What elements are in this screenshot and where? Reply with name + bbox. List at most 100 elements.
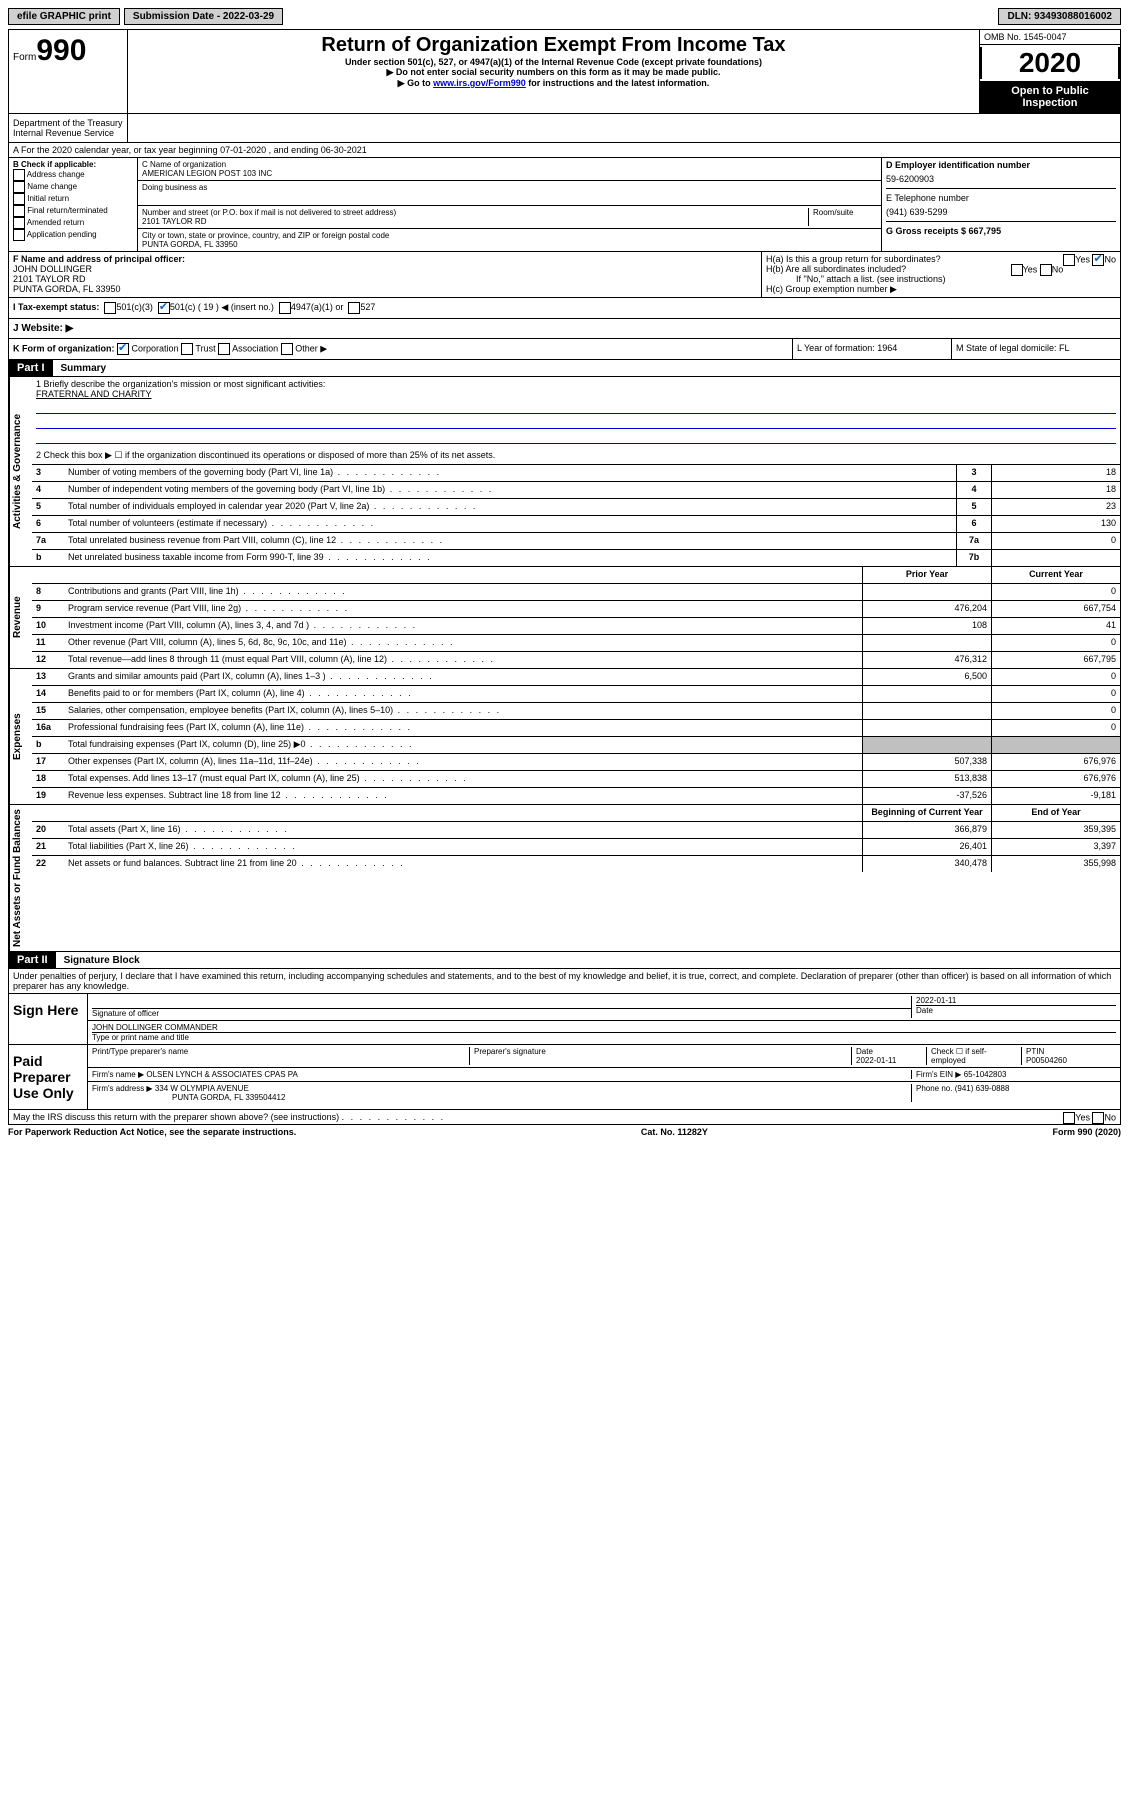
form-header: Form990 Return of Organization Exempt Fr… (8, 29, 1121, 114)
sign-here-label: Sign Here (9, 994, 88, 1044)
cb-initial[interactable]: Initial return (13, 193, 133, 205)
dept-treasury: Department of the Treasury Internal Reve… (9, 114, 128, 142)
section-j: J Website: ▶ (8, 319, 1121, 339)
mission-text: FRATERNAL AND CHARITY (36, 389, 1116, 399)
part2-badge: Part II (9, 952, 56, 968)
line-22: 22 Net assets or fund balances. Subtract… (32, 856, 1120, 872)
line-17: 17 Other expenses (Part IX, column (A), … (32, 754, 1120, 771)
line-3: 3 Number of voting members of the govern… (32, 465, 1120, 482)
header-right: OMB No. 1545-0047 2020 Open to Public In… (979, 30, 1120, 113)
line2: 2 Check this box ▶ ☐ if the organization… (32, 448, 1120, 465)
info-grid: B Check if applicable: Address change Na… (8, 158, 1121, 252)
line1: 1 Briefly describe the organization's mi… (32, 377, 1120, 448)
section-a: A For the 2020 calendar year, or tax yea… (8, 143, 1121, 158)
section-m: M State of legal domicile: FL (951, 339, 1120, 359)
section-k-l-m: K Form of organization: Corporation Trus… (8, 339, 1121, 360)
line-10: 10 Investment income (Part VIII, column … (32, 618, 1120, 635)
section-l: L Year of formation: 1964 (792, 339, 951, 359)
col-b-label: B Check if applicable: (13, 160, 133, 169)
line-13: 13 Grants and similar amounts paid (Part… (32, 669, 1120, 686)
line-19: 19 Revenue less expenses. Subtract line … (32, 788, 1120, 804)
officer-name: JOHN DOLLINGER (13, 264, 757, 274)
part1-badge: Part I (9, 360, 53, 376)
tel: (941) 639-5299 (886, 203, 1116, 221)
line-15: 15 Salaries, other compensation, employe… (32, 703, 1120, 720)
line-9: 9 Program service revenue (Part VIII, li… (32, 601, 1120, 618)
ein-label: D Employer identification number (886, 160, 1116, 170)
firm-phone: (941) 639-0888 (955, 1084, 1010, 1093)
section-f-h: F Name and address of principal officer:… (8, 252, 1121, 298)
header-center: Return of Organization Exempt From Incom… (128, 30, 979, 113)
section-i-row: I Tax-exempt status: 501(c)(3) 501(c) ( … (8, 298, 1121, 319)
tel-label: E Telephone number (886, 188, 1116, 203)
form-number: 990 (36, 34, 86, 67)
col-b: B Check if applicable: Address change Na… (9, 158, 138, 251)
note2: ▶ Go to www.irs.gov/Form990 for instruct… (132, 78, 975, 89)
dln-btn[interactable]: DLN: 93493088016002 (998, 8, 1121, 25)
note1: ▶ Do not enter social security numbers o… (132, 67, 975, 78)
line-b: b Total fundraising expenses (Part IX, c… (32, 737, 1120, 754)
line-b: b Net unrelated business taxable income … (32, 550, 1120, 566)
dept-row: Department of the Treasury Internal Reve… (8, 114, 1121, 143)
line-12: 12 Total revenue—add lines 8 through 11 … (32, 652, 1120, 668)
org-addr: 2101 TAYLOR RD (142, 217, 808, 226)
form-number-box: Form990 (9, 30, 128, 113)
revenue-section: Revenue Prior Year Current Year 8 Contri… (8, 567, 1121, 669)
line-4: 4 Number of independent voting members o… (32, 482, 1120, 499)
cb-name[interactable]: Name change (13, 181, 133, 193)
footer: For Paperwork Reduction Act Notice, see … (8, 1125, 1121, 1139)
officer-name-sig: JOHN DOLLINGER COMMANDER (92, 1023, 1116, 1032)
addr-row: Number and street (or P.O. box if mail i… (138, 206, 881, 229)
line-21: 21 Total liabilities (Part X, line 26) 2… (32, 839, 1120, 856)
dba-row: Doing business as (138, 181, 881, 206)
line-18: 18 Total expenses. Add lines 13–17 (must… (32, 771, 1120, 788)
part2-title: Signature Block (56, 953, 148, 968)
top-bar: efile GRAPHIC print Submission Date - 20… (8, 8, 1121, 25)
main-title: Return of Organization Exempt From Incom… (132, 34, 975, 57)
city-row: City or town, state or province, country… (138, 229, 881, 251)
line-20: 20 Total assets (Part X, line 16) 366,87… (32, 822, 1120, 839)
footer-right: Form 990 (2020) (1052, 1127, 1121, 1137)
col-c: C Name of organization AMERICAN LEGION P… (138, 158, 882, 251)
org-city: PUNTA GORDA, FL 33950 (142, 240, 877, 249)
year-box: 2020 (980, 47, 1120, 79)
governance-section: Activities & Governance 1 Briefly descri… (8, 377, 1121, 567)
vlabel-rev: Revenue (9, 567, 32, 668)
footer-center: Cat. No. 11282Y (641, 1127, 708, 1137)
form-word: Form (13, 52, 36, 63)
paid-preparer-section: Paid Preparer Use Only Print/Type prepar… (8, 1045, 1121, 1110)
ptin: P00504260 (1026, 1056, 1067, 1065)
col-d: D Employer identification number 59-6200… (882, 158, 1120, 251)
declaration: Under penalties of perjury, I declare th… (8, 969, 1121, 994)
org-name: AMERICAN LEGION POST 103 INC (142, 169, 877, 178)
part1-title: Summary (53, 361, 115, 376)
room-suite: Room/suite (808, 208, 877, 226)
gross-receipts: G Gross receipts $ 667,795 (886, 221, 1116, 236)
firm-name: OLSEN LYNCH & ASSOCIATES CPAS PA (146, 1070, 297, 1079)
cb-amended[interactable]: Amended return (13, 217, 133, 229)
line-8: 8 Contributions and grants (Part VIII, l… (32, 584, 1120, 601)
efile-btn[interactable]: efile GRAPHIC print (8, 8, 120, 25)
section-h: H(a) Is this a group return for subordin… (761, 252, 1120, 297)
cb-address[interactable]: Address change (13, 169, 133, 181)
paid-prep-label: Paid Preparer Use Only (9, 1045, 88, 1109)
netassets-section: Net Assets or Fund Balances Beginning of… (8, 805, 1121, 952)
discuss-row: May the IRS discuss this return with the… (8, 1110, 1121, 1125)
cb-final[interactable]: Final return/terminated (13, 205, 133, 217)
footer-left: For Paperwork Reduction Act Notice, see … (8, 1127, 296, 1137)
rev-header: Prior Year Current Year (32, 567, 1120, 584)
part2-header-row: Part II Signature Block (8, 952, 1121, 969)
ein: 59-6200903 (886, 170, 1116, 188)
vlabel-net: Net Assets or Fund Balances (9, 805, 32, 951)
line-5: 5 Total number of individuals employed i… (32, 499, 1120, 516)
cb-pending[interactable]: Application pending (13, 229, 133, 241)
form990-link[interactable]: www.irs.gov/Form990 (433, 78, 526, 88)
org-name-row: C Name of organization AMERICAN LEGION P… (138, 158, 881, 181)
inspection: Open to Public Inspection (980, 81, 1120, 113)
expenses-section: Expenses 13 Grants and similar amounts p… (8, 669, 1121, 805)
submission-btn[interactable]: Submission Date - 2022-03-29 (124, 8, 283, 25)
line-16a: 16a Professional fundraising fees (Part … (32, 720, 1120, 737)
vlabel-exp: Expenses (9, 669, 32, 804)
omb: OMB No. 1545-0047 (980, 30, 1120, 45)
line-14: 14 Benefits paid to or for members (Part… (32, 686, 1120, 703)
